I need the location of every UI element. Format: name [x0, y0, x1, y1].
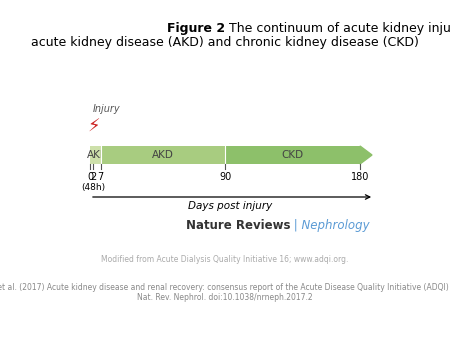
- Text: ⚡: ⚡: [88, 118, 100, 136]
- Text: 0: 0: [87, 172, 93, 182]
- Bar: [100, 146, 225, 164]
- Text: (48h): (48h): [81, 183, 105, 192]
- Text: 180: 180: [351, 172, 369, 182]
- Text: Figure 2: Figure 2: [167, 22, 225, 35]
- Text: acute kidney disease (AKD) and chronic kidney disease (CKD): acute kidney disease (AKD) and chronic k…: [31, 36, 419, 49]
- Text: AKI: AKI: [87, 150, 104, 160]
- Text: | Nephrology: | Nephrology: [290, 219, 369, 232]
- Text: Chawla, L. S. et al. (2017) Acute kidney disease and renal recovery: consensus r: Chawla, L. S. et al. (2017) Acute kidney…: [0, 283, 450, 292]
- Text: 7: 7: [97, 172, 104, 182]
- Text: Modified from Acute Dialysis Quality Initiative 16; www.adqi.org.: Modified from Acute Dialysis Quality Ini…: [101, 255, 349, 264]
- Text: Nature Reviews: Nature Reviews: [185, 219, 290, 232]
- Text: The continuum of acute kidney injury (AKI),: The continuum of acute kidney injury (AK…: [225, 22, 450, 35]
- Bar: [225, 146, 360, 164]
- Text: AKD: AKD: [152, 150, 174, 160]
- Polygon shape: [360, 146, 372, 164]
- Text: Injury: Injury: [93, 104, 121, 114]
- Bar: [90, 146, 100, 164]
- Text: CKD: CKD: [281, 150, 304, 160]
- Text: 2: 2: [90, 172, 96, 182]
- Text: 90: 90: [219, 172, 231, 182]
- Text: Days post injury: Days post injury: [188, 201, 272, 211]
- Text: Nat. Rev. Nephrol. doi:10.1038/nrneph.2017.2: Nat. Rev. Nephrol. doi:10.1038/nrneph.20…: [137, 293, 313, 302]
